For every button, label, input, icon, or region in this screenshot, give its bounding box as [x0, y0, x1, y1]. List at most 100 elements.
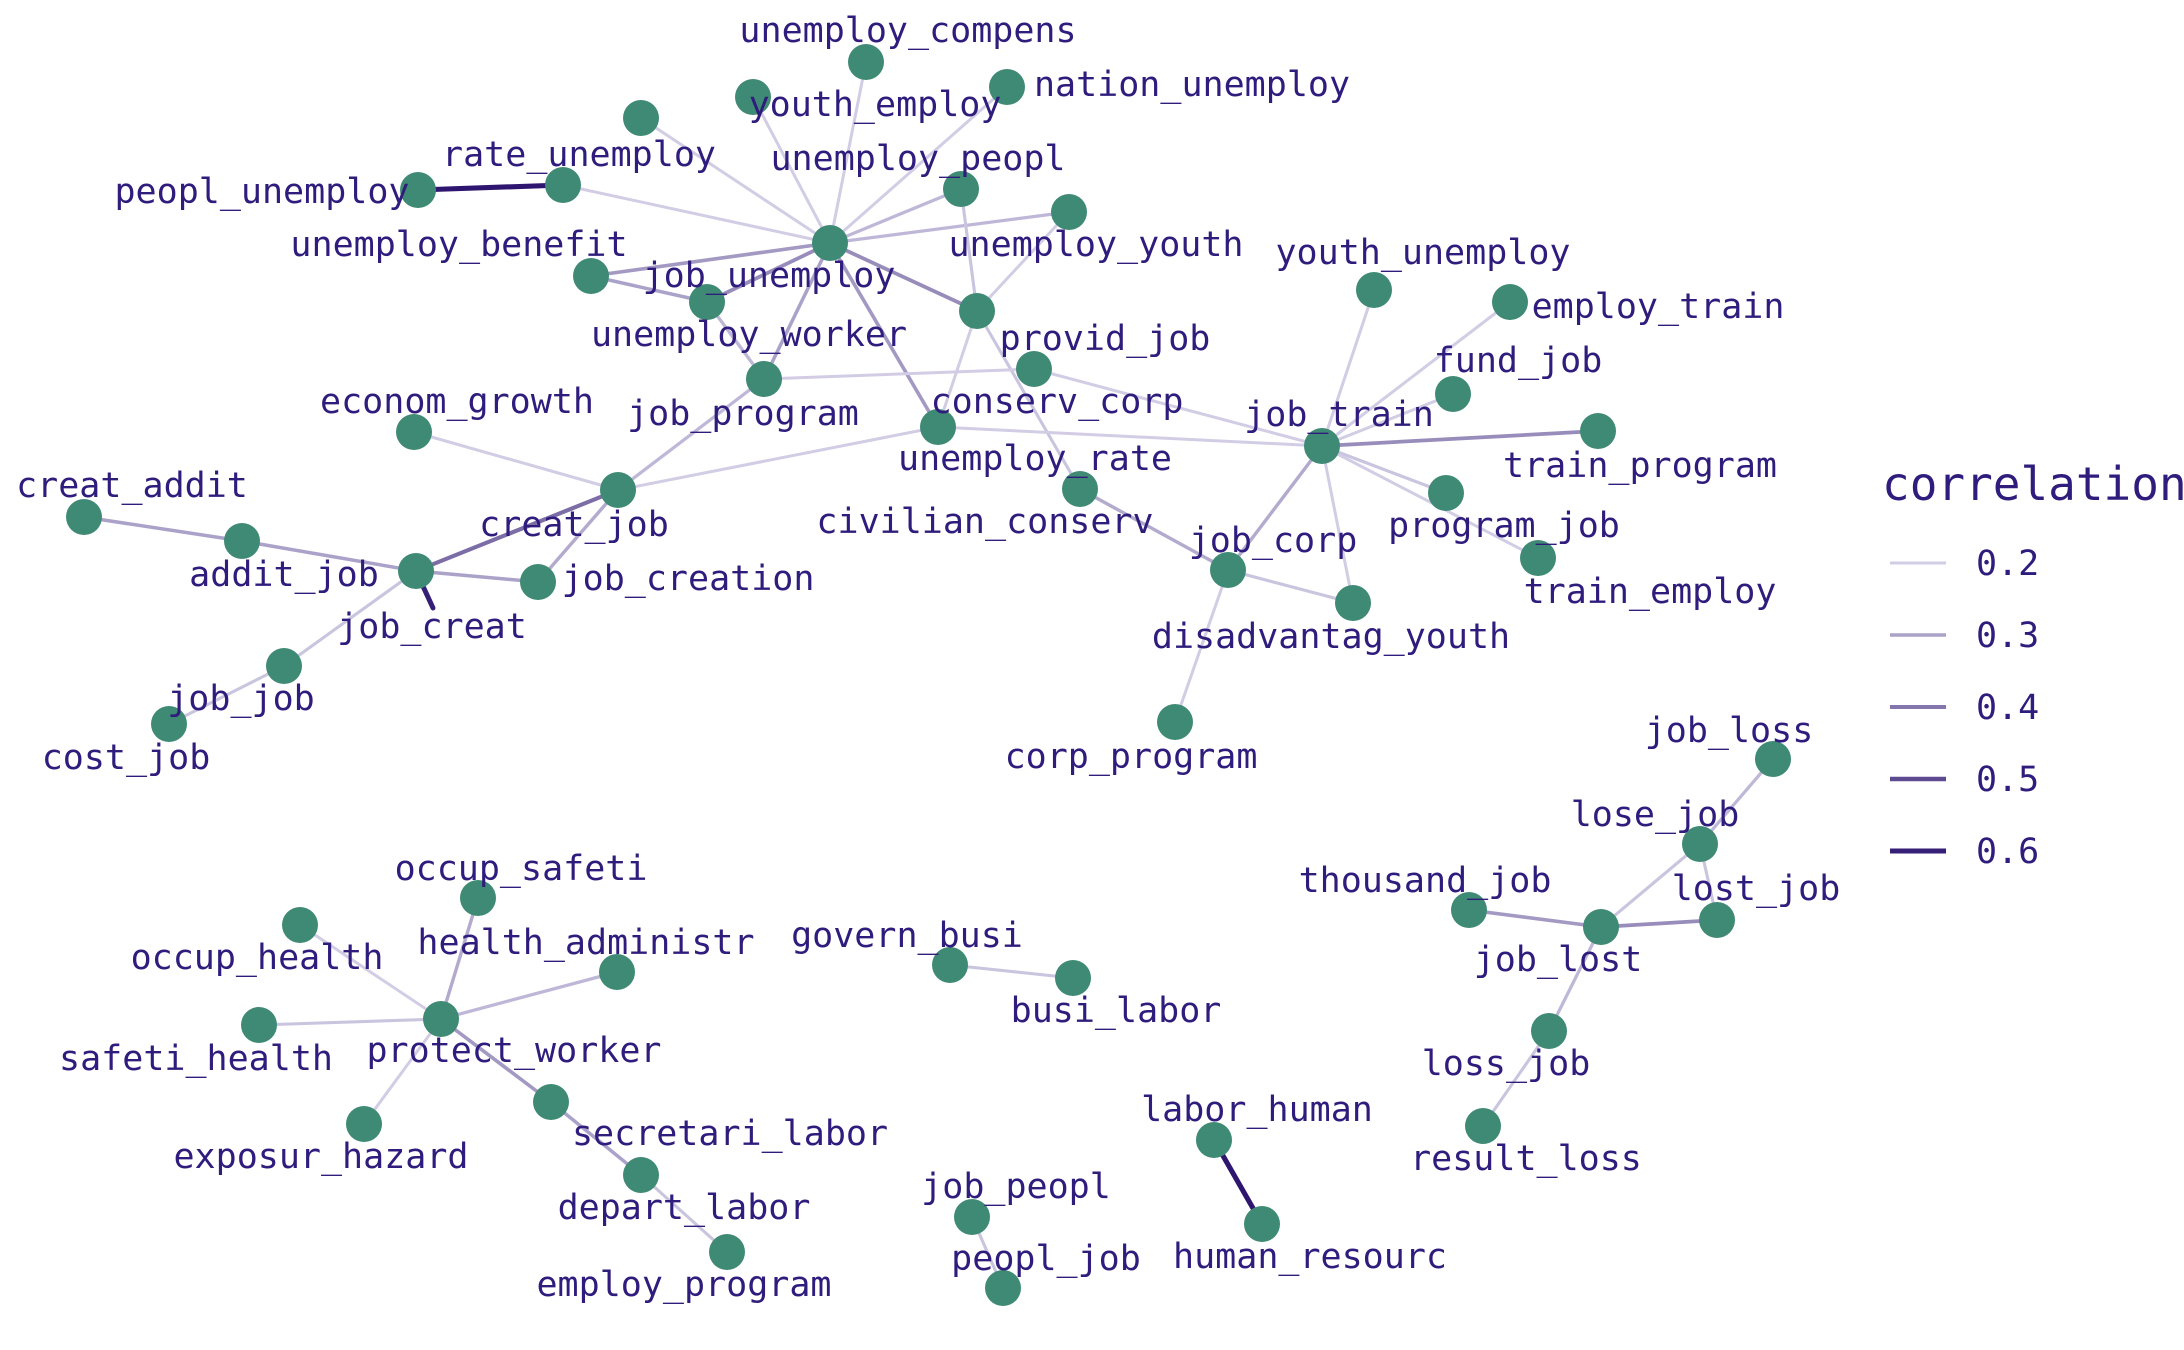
- node-creat_job: [600, 472, 636, 508]
- node-label-thousand_job: thousand_job: [1299, 861, 1552, 901]
- edge-job_train-train_program: [1320, 429, 1600, 448]
- edge-job_loss-lose_job: [1698, 757, 1775, 846]
- node-cost_job: [151, 706, 187, 742]
- node-label-train_program: train_program: [1503, 446, 1777, 486]
- edge-provid_job-civilian_conserv: [975, 309, 1082, 491]
- node-loss_job: [1531, 1013, 1567, 1049]
- edge-provid_job-unemploy_rate: [936, 309, 979, 429]
- node-job_train: [1304, 428, 1340, 464]
- node-exposur_hazard: [346, 1106, 382, 1142]
- edge-unemploy_peopl-provid_job: [959, 187, 979, 313]
- node-label-protect_worker: protect_worker: [366, 1031, 661, 1071]
- node-label-depart_labor: depart_labor: [558, 1188, 811, 1228]
- node-unemploy_rate: [920, 409, 956, 445]
- node-labor_human: [1196, 1122, 1232, 1158]
- node-label-unemploy_compens: unemploy_compens: [739, 11, 1076, 51]
- edge-unemploy_rate-job_train: [936, 425, 1324, 448]
- edge-creat_job-unemploy_rate: [616, 425, 940, 492]
- node-unemploy_worker: [689, 284, 725, 320]
- node-govern_busi: [932, 947, 968, 983]
- node-label-lose_job: lose_job: [1571, 795, 1740, 835]
- node-train_employ: [1520, 540, 1556, 576]
- node-label-peopl_unemploy: peopl_unemploy: [114, 172, 409, 212]
- node-civilian_conserv: [1062, 471, 1098, 507]
- node-label-occup_safeti: occup_safeti: [395, 849, 648, 889]
- node-train_program: [1580, 413, 1616, 449]
- edge-health_administr-protect_worker: [439, 970, 619, 1021]
- node-label-unemploy_worker: unemploy_worker: [591, 315, 907, 355]
- edge-secretari_labor-depart_labor: [549, 1100, 643, 1177]
- edge-econom_growth-creat_job: [412, 430, 620, 492]
- edge-job_train-fund_job: [1320, 392, 1455, 448]
- node-busi_labor: [1055, 960, 1091, 996]
- node-label-lost_job: lost_job: [1672, 869, 1841, 909]
- node-label-exposur_hazard: exposur_hazard: [173, 1137, 468, 1177]
- edge-unemploy_benefit-job_unemploy: [589, 241, 832, 278]
- node-label-addit_job: addit_job: [189, 555, 379, 595]
- edge-job_lost-loss_job: [1547, 925, 1603, 1033]
- node-fund_job: [1435, 376, 1471, 412]
- edge-unemploy_compens-job_unemploy: [828, 60, 868, 245]
- edge-job_train-youth_unemploy: [1320, 288, 1376, 448]
- node-unemploy_benefit: [573, 258, 609, 294]
- node-label-job_creat: job_creat: [337, 607, 527, 647]
- edge-unemploy_youth-job_unemploy: [828, 210, 1071, 245]
- node-lost_job: [1699, 902, 1735, 938]
- edge-creat_job-job_creat: [413, 487, 621, 574]
- edge-occup_health-protect_worker: [298, 923, 443, 1021]
- node-label-peopl_job: peopl_job: [951, 1239, 1141, 1279]
- edge-youth_employ-job_unemploy: [751, 95, 832, 245]
- legend-label-0.3: 0.3: [1976, 616, 2039, 656]
- node-label-youth_employ: youth_employ: [749, 85, 1002, 125]
- edge-peopl_unemploy-rate_unemploy: [415, 182, 566, 193]
- edge-lose_job-job_lost: [1599, 842, 1702, 929]
- edge-addit_job-job_creat: [240, 539, 418, 573]
- node-label-secretari_labor: secretari_labor: [572, 1114, 888, 1154]
- node-lose_job: [1682, 826, 1718, 862]
- node-job_job: [266, 648, 302, 684]
- legend-label-0.6: 0.6: [1976, 832, 2039, 872]
- edge-job_program-creat_job: [616, 377, 766, 492]
- edge-depart_labor-employ_program: [639, 1173, 729, 1254]
- node-job_creation: [520, 564, 556, 600]
- node-unemploy_youth: [1051, 194, 1087, 230]
- edge-job_unemploy-provid_job: [828, 241, 979, 313]
- node-label-corp_program: corp_program: [1005, 737, 1258, 777]
- node-label-train_employ: train_employ: [1524, 572, 1777, 612]
- node-label-loss_job: loss_job: [1422, 1044, 1591, 1084]
- edge-job_train-train_employ: [1320, 444, 1540, 560]
- edge-govern_busi-busi_labor: [948, 963, 1075, 980]
- node-label-employ_program: employ_program: [536, 1265, 831, 1305]
- node-addit_job: [224, 523, 260, 559]
- edge-rate_unemploy-job_unemploy: [561, 183, 832, 245]
- edge-creat_job-job_creation: [536, 488, 620, 584]
- edge-creat_addit-addit_job: [82, 515, 244, 543]
- node-label-civilian_conserv: civilian_conserv: [816, 502, 1153, 542]
- node-corp_program: [1157, 704, 1193, 740]
- node-label-busi_labor: busi_labor: [1011, 991, 1222, 1031]
- node-label-health_administr: health_administr: [417, 923, 754, 963]
- node-label-creat_addit: creat_addit: [16, 466, 248, 506]
- node-label-nation_unemploy: nation_unemploy: [1034, 65, 1350, 105]
- node-youth_unemploy: [1356, 272, 1392, 308]
- edge-job_train-job_corp: [1226, 444, 1324, 572]
- legend-entries: 0.2 0.3 0.4 0.5 0.6: [1890, 544, 2039, 872]
- node-label-econom_growth: econom_growth: [320, 382, 594, 422]
- edge-protect_worker-secretari_labor: [439, 1017, 553, 1104]
- node-safeti_health: [241, 1007, 277, 1043]
- edge-job_creat-job_job: [282, 569, 418, 668]
- nodes-layer: [66, 44, 1791, 1306]
- labels-layer: unemploy_compens youth_employ nation_unemp…: [16, 11, 1840, 1305]
- node-peopl_job: [985, 1270, 1021, 1306]
- edge-unemploy_benefit-unemploy_worker: [589, 274, 709, 304]
- node-label-job_corp: job_corp: [1189, 521, 1358, 561]
- node-job_creat: [398, 553, 434, 589]
- edge-job_corp-disadvantag_youth: [1226, 568, 1355, 605]
- node-label-disadvantag_youth: disadvantag_youth: [1152, 617, 1510, 657]
- node-label-unemploy_benefit: unemploy_benefit: [290, 225, 627, 265]
- node-employ_program: [709, 1234, 745, 1270]
- node-label-govern_busi: govern_busi: [791, 916, 1023, 956]
- node-label-job_peopl: job_peopl: [921, 1167, 1111, 1207]
- node-creat_addit: [66, 499, 102, 535]
